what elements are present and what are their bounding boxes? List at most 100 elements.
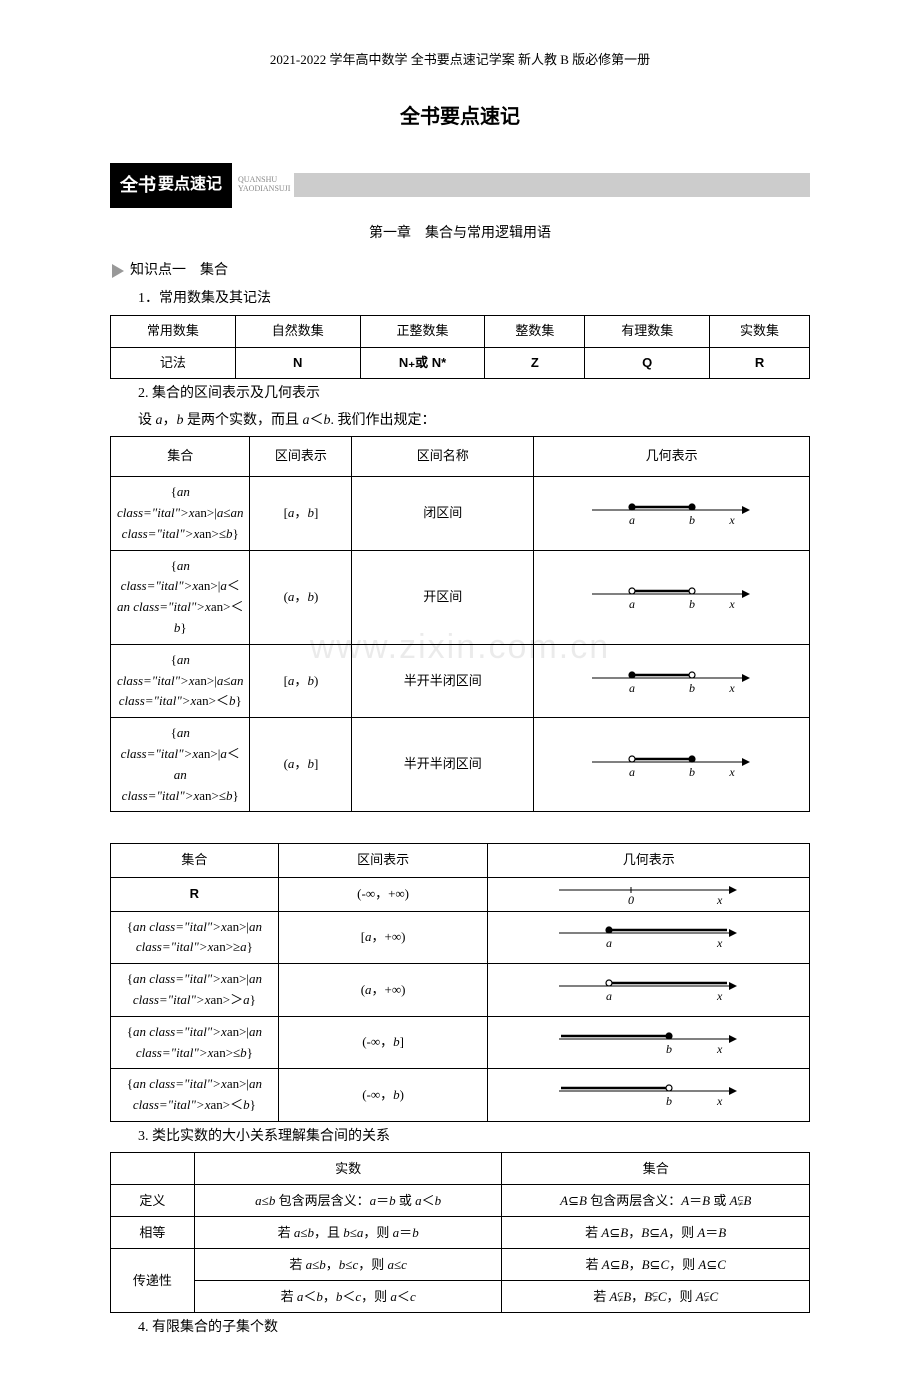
svg-text:b: b	[666, 1094, 672, 1108]
table-row: 集合 区间表示 区间名称 几何表示	[111, 437, 810, 477]
cell: 几何表示	[534, 437, 810, 477]
cell: [a，b]	[250, 477, 352, 550]
cell: (-∞，b]	[278, 1016, 488, 1069]
cell: Q	[585, 347, 710, 379]
table-row: 实数 集合	[111, 1153, 810, 1185]
cell: R	[710, 347, 810, 379]
chapter-title: 第一章 集合与常用逻辑用语	[110, 223, 810, 245]
cell: 正整数集	[360, 315, 485, 347]
cell	[111, 1153, 195, 1185]
cell: 半开半闭区间	[352, 644, 534, 717]
cell: 实数集	[710, 315, 810, 347]
knowledge-point-1: 知识点一 集合	[112, 260, 810, 282]
cell: {an class="ital">xan>|a≤an class="ital">…	[111, 644, 250, 717]
cell: 定义	[111, 1185, 195, 1217]
cell: {an class="ital">xan>|an class="ital">xa…	[111, 964, 279, 1017]
cell: 有理数集	[585, 315, 710, 347]
cell: 几何表示	[488, 843, 810, 877]
svg-text:x: x	[728, 765, 735, 779]
svg-text:x: x	[716, 893, 723, 907]
svg-text:b: b	[689, 513, 695, 527]
cell-geometry: bx	[488, 1016, 810, 1069]
table-row: 集合 区间表示 几何表示	[111, 843, 810, 877]
svg-text:a: a	[606, 936, 612, 950]
svg-text:x: x	[728, 681, 735, 695]
table-row: {an class="ital">xan>|a≤an class="ital">…	[111, 644, 810, 717]
svg-text:b: b	[689, 597, 695, 611]
cell: (-∞，b)	[278, 1069, 488, 1122]
cell-geometry: abx	[534, 477, 810, 550]
table-row: {an class="ital">xan>|an class="ital">xa…	[111, 1069, 810, 1122]
cell: 相等	[111, 1217, 195, 1249]
main-title: 全书要点速记	[110, 101, 810, 133]
cell: R	[111, 877, 279, 911]
svg-text:x: x	[716, 1094, 723, 1108]
cell: (a，+∞)	[278, 964, 488, 1017]
cell: {an class="ital">xan>|an class="ital">xa…	[111, 1069, 279, 1122]
svg-text:b: b	[666, 1042, 672, 1056]
cell-geometry: ax	[488, 964, 810, 1017]
table-row: 定义 a≤b 包含两层含义：a＝b 或 a＜b A⊆B 包含两层含义：A＝B 或…	[111, 1185, 810, 1217]
cell: 开区间	[352, 550, 534, 644]
header-note: 2021-2022 学年高中数学 全书要点速记学案 新人教 B 版必修第一册	[110, 50, 810, 71]
cell: (a，b]	[250, 718, 352, 812]
table-row: {an class="ital">xan>|a≤an class="ital">…	[111, 477, 810, 550]
table-row: {an class="ital">xan>|a＜an class="ital">…	[111, 718, 810, 812]
cell: {an class="ital">xan>|a＜an class="ital">…	[111, 718, 250, 812]
cell: N	[235, 347, 360, 379]
section-1: 1．常用数集及其记法	[110, 288, 810, 310]
svg-text:a: a	[606, 989, 612, 1003]
table-row: 记法 N N₊或 N* Z Q R	[111, 347, 810, 379]
cell: a≤b 包含两层含义：a＝b 或 a＜b	[194, 1185, 502, 1217]
table-row: R(-∞，+∞) 0 x	[111, 877, 810, 911]
cell: 集合	[502, 1153, 810, 1185]
svg-text:b: b	[689, 765, 695, 779]
table-intervals-ab: 集合 区间表示 区间名称 几何表示 {an class="ital">xan>|…	[110, 436, 810, 812]
cell: [a，+∞)	[278, 911, 488, 964]
cell-geometry: abx	[534, 550, 810, 644]
cell: 自然数集	[235, 315, 360, 347]
svg-text:x: x	[716, 936, 723, 950]
section-4: 4. 有限集合的子集个数	[110, 1317, 810, 1339]
table-row: 相等 若 a≤b，且 b≤a，则 a＝b 若 A⊆B，B⊆A，则 A＝B	[111, 1217, 810, 1249]
banner-line	[294, 173, 810, 197]
cell: (a，b)	[250, 550, 352, 644]
cell-geometry: ax	[488, 911, 810, 964]
cell: 若 A⊆B，B⊆A，则 A＝B	[502, 1217, 810, 1249]
svg-text:x: x	[728, 597, 735, 611]
cell-geometry: abx	[534, 644, 810, 717]
banner: 全书 要点速记 QUANSHU YAODIANSUJI	[110, 163, 810, 208]
table-row: {an class="ital">xan>|a＜an class="ital">…	[111, 550, 810, 644]
table-row: {an class="ital">xan>|an class="ital">xa…	[111, 964, 810, 1017]
cell: N₊或 N*	[360, 347, 485, 379]
cell: {an class="ital">xan>|an class="ital">xa…	[111, 1016, 279, 1069]
cell: 半开半闭区间	[352, 718, 534, 812]
cell: 闭区间	[352, 477, 534, 550]
cell: 整数集	[485, 315, 585, 347]
cell: {an class="ital">xan>|a＜an class="ital">…	[111, 550, 250, 644]
cell-geometry: abx	[534, 718, 810, 812]
svg-text:a: a	[629, 765, 635, 779]
triangle-icon	[112, 264, 124, 278]
cell: 若 a＜b，b＜c，则 a＜c	[194, 1281, 502, 1313]
table-row: {an class="ital">xan>|an class="ital">xa…	[111, 1016, 810, 1069]
cell: 若 A⫋B，B⫋C，则 A⫋C	[502, 1281, 810, 1313]
cell: 集合	[111, 437, 250, 477]
section-2: 2. 集合的区间表示及几何表示	[110, 383, 810, 405]
cell: 若 a≤b，且 b≤a，则 a＝b	[194, 1217, 502, 1249]
svg-text:x: x	[716, 989, 723, 1003]
svg-text:0: 0	[628, 893, 634, 907]
svg-text:a: a	[629, 681, 635, 695]
cell: (-∞，+∞)	[278, 877, 488, 911]
table-analogy: 实数 集合 定义 a≤b 包含两层含义：a＝b 或 a＜b A⊆B 包含两层含义…	[110, 1152, 810, 1313]
cell: 常用数集	[111, 315, 236, 347]
table-row: 常用数集 自然数集 正整数集 整数集 有理数集 实数集	[111, 315, 810, 347]
cell: A⊆B 包含两层含义：A＝B 或 A⫋B	[502, 1185, 810, 1217]
svg-text:a: a	[629, 513, 635, 527]
cell-geometry: bx	[488, 1069, 810, 1122]
banner-first: 全书	[120, 171, 156, 200]
pinyin-2: YAODIANSUJI	[238, 185, 290, 194]
cell: 实数	[194, 1153, 502, 1185]
cell: 区间表示	[278, 843, 488, 877]
table-row: 传递性 若 a≤b，b≤c，则 a≤c 若 A⊆B，B⊆C，则 A⊆C	[111, 1249, 810, 1281]
